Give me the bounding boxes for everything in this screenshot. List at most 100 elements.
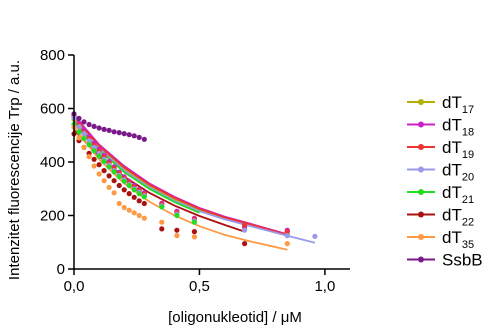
data-point-dT22 bbox=[121, 187, 127, 193]
data-point-dT35 bbox=[116, 200, 122, 207]
legend-item-dT18: dT18 bbox=[407, 116, 474, 139]
data-point-dT21 bbox=[159, 204, 165, 210]
data-point-dT35 bbox=[131, 210, 137, 216]
legend-swatch-marker bbox=[418, 234, 424, 240]
y-tick-label: 200 bbox=[40, 208, 65, 225]
data-point-SsbB bbox=[121, 131, 127, 137]
data-points bbox=[71, 111, 318, 247]
y-tick-label: 800 bbox=[40, 47, 65, 64]
data-point-dT20 bbox=[242, 227, 248, 233]
data-point-dT35 bbox=[101, 178, 107, 184]
data-point-dT21 bbox=[76, 129, 82, 135]
data-point-dT22 bbox=[111, 178, 117, 184]
legend-label-subscript: 35 bbox=[462, 239, 474, 251]
data-point-dT22 bbox=[141, 200, 147, 207]
legend-label-main: dT bbox=[442, 116, 462, 135]
data-point-dT20 bbox=[284, 233, 290, 239]
legend-item-dT35: dT35 bbox=[407, 228, 474, 251]
data-point-dT35 bbox=[121, 204, 127, 211]
legend-swatch-marker bbox=[418, 189, 424, 195]
y-tick-label: 0 bbox=[57, 261, 65, 278]
data-point-dT35 bbox=[96, 171, 102, 177]
data-point-SsbB bbox=[96, 125, 102, 131]
data-point-dT21 bbox=[106, 164, 112, 170]
fit-line-dT19 bbox=[73, 115, 288, 236]
data-point-dT21 bbox=[81, 135, 87, 142]
data-point-dT22 bbox=[242, 241, 248, 247]
data-point-dT19 bbox=[242, 222, 248, 228]
data-point-dT20 bbox=[86, 138, 92, 144]
data-point-dT22 bbox=[136, 198, 142, 204]
data-point-dT21 bbox=[86, 142, 92, 148]
legend-item-dT19: dT19 bbox=[407, 138, 474, 161]
legend-label-subscript: 22 bbox=[462, 217, 474, 229]
data-point-dT21 bbox=[136, 191, 142, 197]
data-point-SsbB bbox=[81, 119, 87, 125]
data-point-dT35 bbox=[106, 184, 112, 190]
data-point-dT21 bbox=[191, 219, 197, 225]
legend-swatch-marker bbox=[418, 144, 424, 150]
legend-label-main: dT bbox=[442, 206, 462, 225]
legend-swatch-marker bbox=[418, 256, 424, 263]
x-tick-label: 0,0 bbox=[64, 278, 85, 295]
legend-label: dT35 bbox=[442, 228, 474, 251]
legend-item-SsbB: SsbB bbox=[407, 251, 483, 270]
data-point-SsbB bbox=[136, 134, 142, 140]
data-point-dT21 bbox=[174, 212, 180, 219]
y-axis-title: Intenzitet fluorescencije Trp / a.u. bbox=[6, 60, 23, 280]
legend-swatch-marker bbox=[418, 211, 424, 218]
data-point-dT21 bbox=[141, 194, 147, 200]
fit-line-dT35 bbox=[73, 126, 288, 251]
data-point-dT35 bbox=[141, 215, 147, 221]
data-point-dT35 bbox=[136, 212, 142, 219]
legend-item-dT20: dT20 bbox=[407, 161, 474, 184]
data-point-SsbB bbox=[111, 129, 117, 135]
legend-label: dT20 bbox=[442, 161, 474, 184]
data-point-dT22 bbox=[106, 173, 112, 179]
data-point-SsbB bbox=[141, 136, 147, 142]
data-point-SsbB bbox=[86, 121, 92, 128]
data-point-dT21 bbox=[131, 187, 137, 193]
data-point-dT22 bbox=[159, 226, 165, 232]
legend-label-main: dT bbox=[442, 93, 462, 112]
data-point-dT22 bbox=[116, 182, 122, 189]
data-point-dT19 bbox=[284, 229, 290, 235]
data-point-dT35 bbox=[76, 135, 82, 141]
x-axis-title: [oligonukleotid] / μM bbox=[168, 309, 302, 326]
data-point-SsbB bbox=[76, 115, 82, 121]
data-point-dT35 bbox=[126, 207, 132, 213]
data-point-dT35 bbox=[191, 234, 197, 240]
fit-line-dT18 bbox=[73, 114, 288, 236]
data-point-dT20 bbox=[76, 124, 82, 130]
data-point-dT22 bbox=[174, 227, 180, 233]
data-point-dT21 bbox=[96, 153, 102, 159]
legend-label: dT19 bbox=[442, 138, 474, 161]
x-tick-label: 0,5 bbox=[189, 278, 210, 295]
data-point-dT21 bbox=[126, 182, 132, 189]
legend-label-main: SsbB bbox=[442, 251, 483, 270]
data-point-dT22 bbox=[96, 162, 102, 168]
legend-swatch-marker bbox=[418, 99, 424, 105]
data-point-dT22 bbox=[126, 191, 132, 197]
data-point-dT22 bbox=[91, 156, 97, 162]
data-point-dT35 bbox=[81, 144, 87, 150]
data-point-dT35 bbox=[284, 241, 290, 247]
data-point-dT22 bbox=[101, 168, 107, 174]
data-point-SsbB bbox=[116, 130, 122, 136]
legend-label: dT21 bbox=[442, 183, 474, 206]
legend-label: SsbB bbox=[442, 251, 483, 270]
data-point-dT20 bbox=[312, 233, 318, 239]
data-point-dT35 bbox=[111, 190, 117, 196]
legend-label-subscript: 19 bbox=[462, 149, 474, 161]
legend-label-main: dT bbox=[442, 183, 462, 202]
data-point-dT21 bbox=[101, 158, 107, 165]
data-point-dT35 bbox=[174, 233, 180, 239]
legend-label-subscript: 18 bbox=[462, 127, 474, 139]
x-tick-label: 1,0 bbox=[314, 278, 335, 295]
data-point-dT35 bbox=[159, 219, 165, 225]
data-point-dT35 bbox=[91, 163, 97, 169]
legend-label-subscript: 17 bbox=[462, 104, 474, 116]
data-point-dT35 bbox=[86, 154, 92, 160]
